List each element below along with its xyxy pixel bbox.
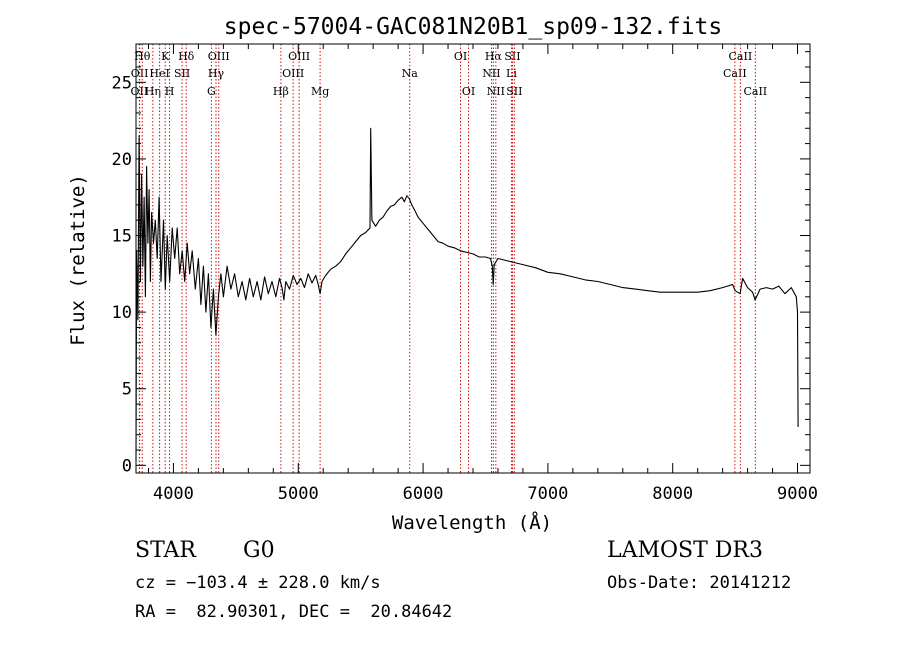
line-marker-label: OII [131,85,149,98]
line-marker-label: Hα [485,50,503,63]
line-marker-label: CaII [723,67,747,80]
y-axis-label: Flux (relative) [67,174,89,346]
plot-frame [135,43,811,474]
line-marker-label: NII [487,85,505,98]
star-subclass: G0 [243,538,275,563]
line-marker-label: Na [402,67,419,80]
x-tick-label: 4000 [153,484,194,504]
redshift-text: cz = −103.4 ± 228.0 km/s [135,573,381,593]
line-marker-label: Li [506,67,517,80]
line-marker-label: K [161,50,170,63]
line-marker-label: Hβ [273,85,289,98]
line-marker-label: Hθ [134,50,151,63]
line-marker-label: G [207,85,216,98]
line-marker-label: H [165,85,175,98]
line-marker-label: OI [462,85,475,98]
survey-label: LAMOST DR3 [607,538,763,563]
line-marker-label: Hδ [178,50,195,63]
obs-date-text: Obs-Date: 20141212 [607,573,792,593]
y-tick-label: 15 [112,227,132,247]
star-class: STAR [135,538,196,563]
line-marker-label: SII [504,50,520,63]
coordinates-text: RA = 82.90301, DEC = 20.84642 [135,602,453,622]
line-marker-label: OII [131,67,149,80]
line-marker-label: Hη [145,85,161,98]
line-marker-label: SII [174,67,190,80]
line-marker-label: NII [482,67,500,80]
line-marker-label: OIII [208,50,230,63]
line-marker-label: Hγ [208,67,225,80]
x-tick-label: 5000 [278,484,319,504]
y-tick-label: 25 [112,73,132,93]
y-tick-label: 5 [122,380,132,400]
line-marker-label: OI [454,50,467,63]
chart-title: spec-57004-GAC081N20B1_sp09-132.fits [224,14,723,40]
spectrum-line [135,127,799,461]
x-tick-label: 9000 [777,484,818,504]
line-marker-label: CaII [743,85,767,98]
y-tick-label: 0 [122,456,132,476]
line-marker-label: OIII [288,50,310,63]
axis-ticks: 4000 5000 6000 7000 8000 9000 0 5 10 15 20 25 [112,44,818,504]
x-tick-label: 8000 [652,484,693,504]
y-tick-label: 20 [112,150,132,170]
x-tick-label: 7000 [527,484,568,504]
line-marker-label: CaII [729,50,753,63]
spectrum-layer [135,127,799,461]
x-tick-label: 6000 [403,484,444,504]
line-markers: OII OII Hθ Hη HeI K H SII Hδ G Hγ OIII Hβ OIII OIII Mg N… [131,44,767,473]
line-marker-label: SII [506,85,522,98]
line-marker-label: OIII [282,67,304,80]
line-marker-label: HeI [149,67,169,80]
y-tick-label: 10 [112,303,132,323]
x-axis-label: Wavelength (Å) [392,511,552,534]
line-marker-label: Mg [311,85,329,98]
